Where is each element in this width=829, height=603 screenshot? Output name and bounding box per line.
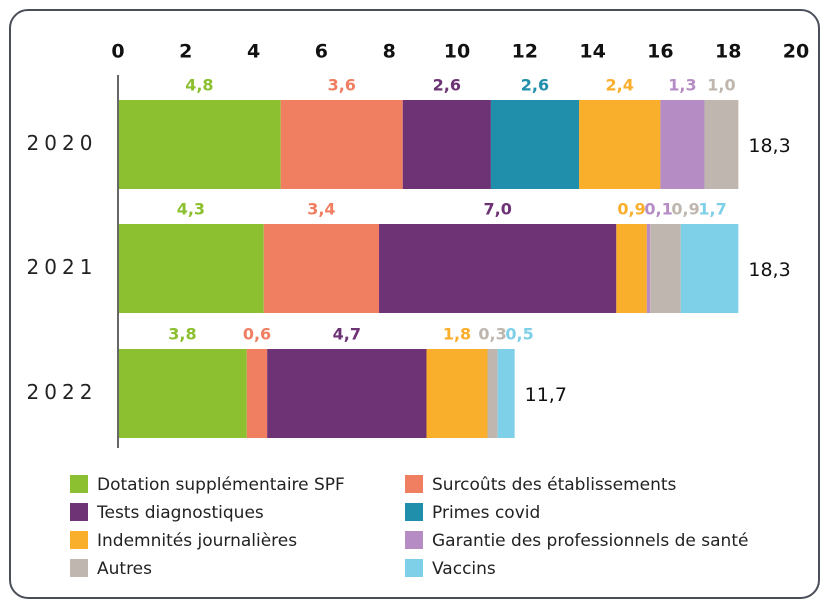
value-label: 0,5 (505, 325, 533, 344)
legend-swatch (70, 531, 88, 549)
value-label: 3,8 (168, 325, 196, 344)
legend-label: Primes covid (432, 503, 540, 523)
x-tick-label: 4 (247, 41, 260, 63)
value-label: 4,8 (185, 76, 213, 95)
value-label: 0,3 (478, 325, 506, 344)
bar-segment (490, 100, 580, 189)
category-label: 2020 (27, 131, 98, 155)
value-label: 4,3 (177, 200, 205, 219)
bar-segment (263, 224, 380, 313)
value-label: 4,7 (333, 325, 361, 344)
legend-label: Tests diagnostiques (96, 503, 264, 523)
legend-label: Autres (97, 559, 152, 579)
category-label: 2022 (27, 380, 98, 404)
value-label: 0,9 (671, 200, 699, 219)
bar-segment (497, 349, 515, 438)
x-tick-label: 10 (444, 41, 470, 63)
bar-segment (650, 224, 681, 313)
bar-segment (280, 100, 403, 189)
legend-label: Indemnités journalières (97, 531, 297, 551)
x-tick-label: 12 (512, 41, 538, 63)
legend-label: Dotation supplémentaire SPF (97, 475, 345, 495)
bar-segment (267, 349, 427, 438)
legend-swatch (405, 531, 423, 549)
bar-segment (246, 349, 268, 438)
bar-segment (579, 100, 661, 189)
bar-segment (646, 224, 651, 313)
bar-segment (402, 100, 491, 189)
legend-swatch (405, 503, 423, 521)
value-label: 1,0 (707, 76, 735, 95)
x-tick-label: 2 (179, 41, 192, 63)
legend-swatch (70, 503, 88, 521)
value-label: 3,4 (307, 200, 335, 219)
bar-segment (680, 224, 739, 313)
x-tick-label: 14 (579, 41, 605, 63)
bar-segment (118, 100, 281, 189)
value-label: 2,4 (606, 76, 634, 95)
legend-label: Surcoûts des établissements (432, 475, 677, 495)
bar-segment (704, 100, 739, 189)
bar-segment (118, 349, 247, 438)
bar-segment (616, 224, 647, 313)
value-label: 0,9 (617, 200, 645, 219)
value-label: 1,3 (668, 76, 696, 95)
total-label: 18,3 (748, 259, 790, 281)
value-label: 0,6 (243, 325, 271, 344)
x-tick-label: 6 (315, 41, 328, 63)
x-tick-label: 16 (647, 41, 673, 63)
bar-segment (487, 349, 498, 438)
total-label: 18,3 (748, 135, 790, 157)
x-tick-label: 8 (383, 41, 396, 63)
category-label: 2021 (27, 255, 98, 279)
value-label: 3,6 (328, 76, 356, 95)
value-label: 2,6 (433, 76, 461, 95)
legend-label: Garantie des professionnels de santé (432, 531, 748, 551)
value-label: 1,8 (443, 325, 471, 344)
legend-swatch (405, 475, 423, 493)
legend-swatch (405, 559, 423, 577)
total-label: 11,7 (525, 384, 567, 406)
legend-label: Vaccins (432, 559, 496, 579)
bar-segment (426, 349, 488, 438)
legend-swatch (70, 559, 88, 577)
bar-segment (660, 100, 705, 189)
x-tick-label: 18 (715, 41, 741, 63)
x-tick-label: 0 (111, 41, 124, 63)
value-label: 0,1 (644, 200, 672, 219)
value-label: 1,7 (698, 200, 726, 219)
value-label: 2,6 (521, 76, 549, 95)
bar-segment (379, 224, 617, 313)
bar-segment (118, 224, 264, 313)
x-tick-label: 20 (783, 41, 809, 63)
legend-swatch (70, 475, 88, 493)
value-label: 7,0 (484, 200, 512, 219)
